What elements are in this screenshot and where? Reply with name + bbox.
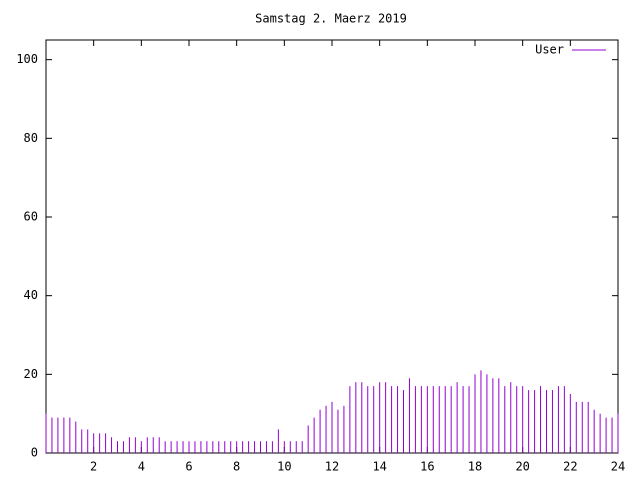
x-tick-label: 2	[90, 460, 97, 474]
x-tick-label: 20	[515, 460, 529, 474]
x-tick-label: 18	[468, 460, 482, 474]
y-tick-label: 20	[24, 367, 38, 381]
x-tick-label: 10	[277, 460, 291, 474]
x-tick-label: 16	[420, 460, 434, 474]
x-tick-label: 6	[185, 460, 192, 474]
y-tick-label: 60	[24, 210, 38, 224]
x-tick-label: 24	[611, 460, 625, 474]
legend-label: User	[535, 43, 564, 57]
y-tick-label: 80	[24, 131, 38, 145]
x-tick-label: 8	[233, 460, 240, 474]
y-tick-label: 0	[31, 446, 38, 460]
y-tick-label: 40	[24, 288, 38, 302]
x-tick-label: 14	[372, 460, 386, 474]
plot-border	[45, 39, 619, 454]
y-tick-label: 100	[16, 52, 38, 66]
x-tick-label: 4	[138, 460, 145, 474]
x-tick-label: 22	[563, 460, 577, 474]
x-tick-label: 12	[325, 460, 339, 474]
chart-title: Samstag 2. Maerz 2019	[255, 12, 407, 26]
